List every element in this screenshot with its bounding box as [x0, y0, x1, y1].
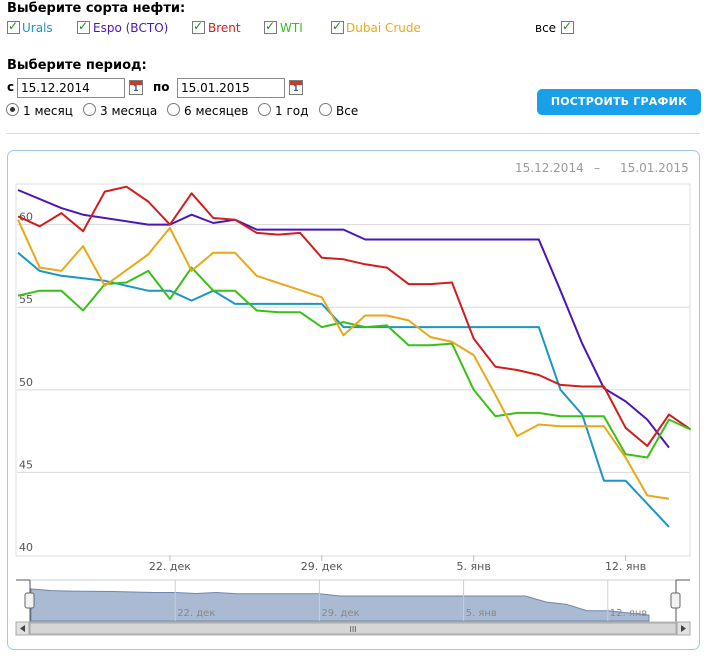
- radio-3-months[interactable]: [83, 103, 96, 116]
- checkmark-icon: ✓: [78, 19, 89, 33]
- calendar-icon[interactable]: 1: [289, 80, 303, 95]
- checkmark-icon: ✓: [265, 19, 276, 33]
- radio-label-3-months[interactable]: 3 месяца: [100, 104, 158, 118]
- radio-label-all[interactable]: Все: [336, 104, 359, 118]
- radio-6-months[interactable]: [167, 103, 180, 116]
- from-date-input[interactable]: 15.12.2014: [17, 78, 125, 98]
- y-tick-label: 40: [19, 541, 33, 554]
- y-tick-label: 50: [19, 376, 33, 389]
- checkbox-espo[interactable]: ✓: [77, 19, 90, 34]
- checkbox-urals[interactable]: ✓: [7, 19, 20, 34]
- range-separator: –: [594, 161, 600, 175]
- navigator-label: 22. дек: [177, 608, 215, 619]
- x-tick-label: 5. янв: [457, 560, 491, 573]
- series-line-dubai: [17, 219, 670, 500]
- checkbox-wti[interactable]: ✓: [264, 19, 277, 34]
- radio-label-1-year[interactable]: 1 год: [275, 104, 309, 118]
- checkbox-all[interactable]: ✓: [561, 19, 574, 34]
- to-date-input[interactable]: 15.01.2015: [177, 78, 285, 98]
- scroll-grip: III: [349, 625, 356, 634]
- navigator-area: [30, 588, 650, 622]
- checkmark-icon: ✓: [332, 19, 343, 33]
- navigator-label: 12. янв: [610, 608, 648, 619]
- radio-all[interactable]: [319, 103, 332, 116]
- arrow-right-icon: [681, 625, 686, 632]
- from-label: с: [7, 80, 15, 94]
- navigator-right-handle[interactable]: [670, 592, 681, 609]
- label-urals[interactable]: Urals: [22, 21, 53, 35]
- divider: [6, 133, 700, 134]
- checkmark-icon: ✓: [8, 19, 19, 33]
- series-line-urals: [17, 251, 670, 528]
- radio-label-6-months[interactable]: 6 месяцев: [184, 104, 249, 118]
- label-wti[interactable]: WTI: [280, 21, 303, 35]
- y-tick-label: 55: [19, 293, 33, 306]
- x-tick-label: 29. дек: [301, 560, 343, 573]
- series-line-brent: [17, 185, 692, 447]
- label-all[interactable]: все: [535, 21, 557, 35]
- y-tick-label: 45: [19, 458, 33, 471]
- label-dubai[interactable]: Dubai Crude: [346, 21, 421, 35]
- navigator[interactable]: 22. дек 29. дек 5. янв 12. янв III: [15, 579, 691, 636]
- series-line-espo: [17, 189, 670, 449]
- radio-label-1-month[interactable]: 1 месяц: [23, 104, 73, 118]
- to-label: по: [153, 80, 170, 94]
- build-chart-button[interactable]: ПОСТРОИТЬ ГРАФИК: [537, 89, 701, 115]
- checkbox-brent[interactable]: ✓: [192, 19, 205, 34]
- calendar-icon[interactable]: 1: [129, 80, 143, 95]
- radio-1-month[interactable]: [6, 103, 19, 116]
- sorts-title: Выберите сорта нефти:: [7, 1, 186, 16]
- radio-1-year[interactable]: [258, 103, 271, 116]
- range-to: 15.01.2015: [620, 161, 689, 175]
- x-tick-label: 22. дек: [149, 560, 191, 573]
- label-brent[interactable]: Brent: [208, 21, 241, 35]
- range-from: 15.12.2014: [515, 161, 584, 175]
- x-tick-label: 12. янв: [605, 560, 646, 573]
- scrollbar-thumb[interactable]: [29, 622, 677, 635]
- plot-area: [15, 183, 691, 557]
- label-espo[interactable]: Espo (ВСТО): [93, 21, 169, 35]
- checkbox-dubai[interactable]: ✓: [331, 19, 344, 34]
- navigator-label: 29. дек: [321, 608, 359, 619]
- navigator-left-handle[interactable]: [24, 592, 35, 609]
- period-title: Выберите период:: [7, 58, 147, 73]
- navigator-label: 5. янв: [466, 608, 497, 619]
- checkmark-icon: ✓: [562, 19, 573, 33]
- checkmark-icon: ✓: [193, 19, 204, 33]
- arrow-left-icon: [20, 625, 25, 632]
- y-tick-label: 60: [19, 211, 33, 224]
